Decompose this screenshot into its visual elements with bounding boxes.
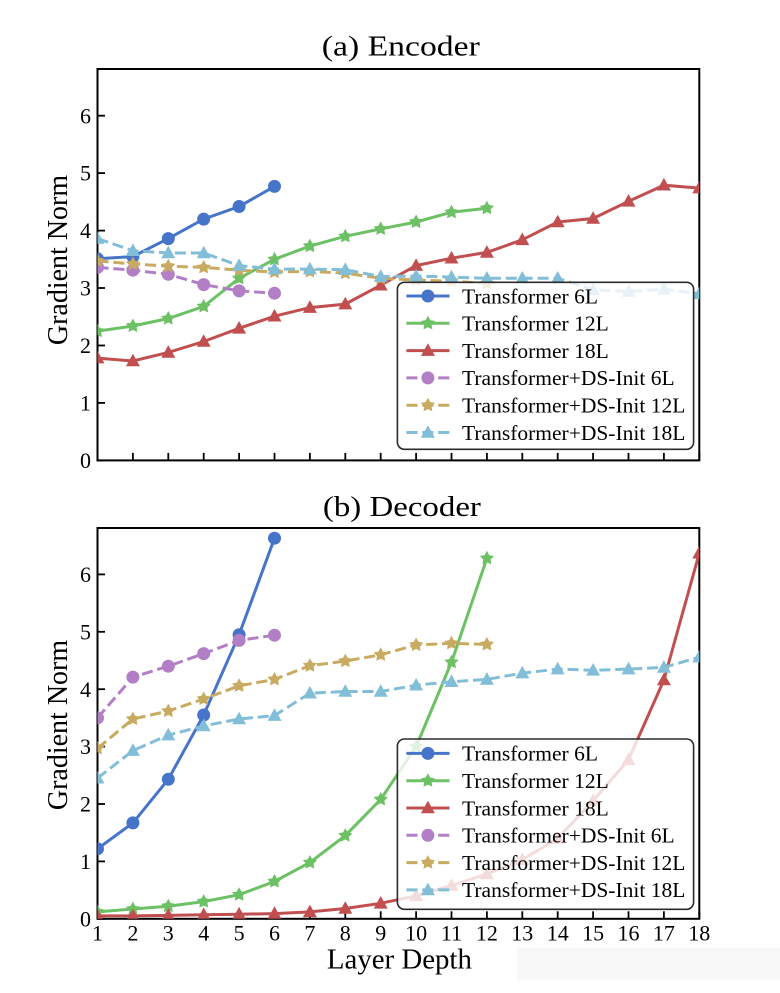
svg-text:10: 10 (405, 921, 427, 946)
svg-text:6: 6 (269, 921, 280, 946)
svg-text:17: 17 (653, 921, 675, 946)
svg-text:5: 5 (80, 619, 91, 644)
svg-text:3: 3 (80, 276, 91, 301)
svg-text:0: 0 (80, 906, 91, 931)
svg-text:13: 13 (511, 921, 533, 946)
svg-text:(a) Encoder: (a) Encoder (322, 30, 480, 62)
svg-text:Transformer 18L: Transformer 18L (462, 796, 609, 820)
svg-text:8: 8 (340, 921, 351, 946)
svg-text:Transformer 6L: Transformer 6L (462, 742, 598, 766)
svg-text:Transformer 6L: Transformer 6L (462, 284, 598, 308)
svg-text:Gradient Norm: Gradient Norm (43, 640, 74, 811)
svg-text:Transformer+DS-Init 6L: Transformer+DS-Init 6L (462, 366, 675, 390)
svg-text:9: 9 (375, 921, 386, 946)
svg-text:3: 3 (80, 734, 91, 759)
svg-text:1: 1 (80, 391, 91, 416)
svg-text:Transformer+DS-Init 18L: Transformer+DS-Init 18L (462, 421, 685, 445)
svg-text:15: 15 (582, 921, 604, 946)
svg-text:Transformer 12L: Transformer 12L (462, 769, 609, 793)
svg-text:6: 6 (80, 562, 91, 587)
svg-text:Transformer+DS-Init 12L: Transformer+DS-Init 12L (462, 394, 685, 418)
svg-text:0: 0 (80, 448, 91, 473)
svg-text:4: 4 (198, 921, 209, 946)
svg-text:(b) Decoder: (b) Decoder (323, 491, 481, 523)
svg-text:18: 18 (688, 921, 710, 946)
svg-text:3: 3 (163, 921, 174, 946)
svg-text:1: 1 (80, 849, 91, 874)
svg-text:5: 5 (80, 161, 91, 186)
svg-text:4: 4 (80, 218, 91, 243)
svg-text:Layer Depth: Layer Depth (327, 944, 472, 976)
svg-text:14: 14 (547, 921, 569, 946)
svg-text:2: 2 (80, 792, 91, 817)
svg-text:2: 2 (80, 333, 91, 358)
svg-text:12: 12 (476, 921, 498, 946)
svg-text:Transformer+DS-Init 12L: Transformer+DS-Init 12L (462, 851, 685, 875)
svg-text:Transformer+DS-Init 6L: Transformer+DS-Init 6L (462, 824, 675, 848)
svg-text:Gradient Norm: Gradient Norm (43, 175, 74, 346)
svg-text:Transformer+DS-Init 18L: Transformer+DS-Init 18L (462, 878, 685, 902)
svg-text:2: 2 (127, 921, 138, 946)
svg-text:11: 11 (441, 921, 462, 946)
svg-text:4: 4 (80, 677, 91, 702)
svg-text:7: 7 (304, 921, 315, 946)
svg-text:16: 16 (618, 921, 640, 946)
svg-text:5: 5 (234, 921, 245, 946)
svg-text:Transformer 12L: Transformer 12L (462, 312, 609, 336)
svg-text:6: 6 (80, 103, 91, 128)
svg-text:Transformer 18L: Transformer 18L (462, 339, 609, 363)
svg-text:1: 1 (92, 921, 103, 946)
